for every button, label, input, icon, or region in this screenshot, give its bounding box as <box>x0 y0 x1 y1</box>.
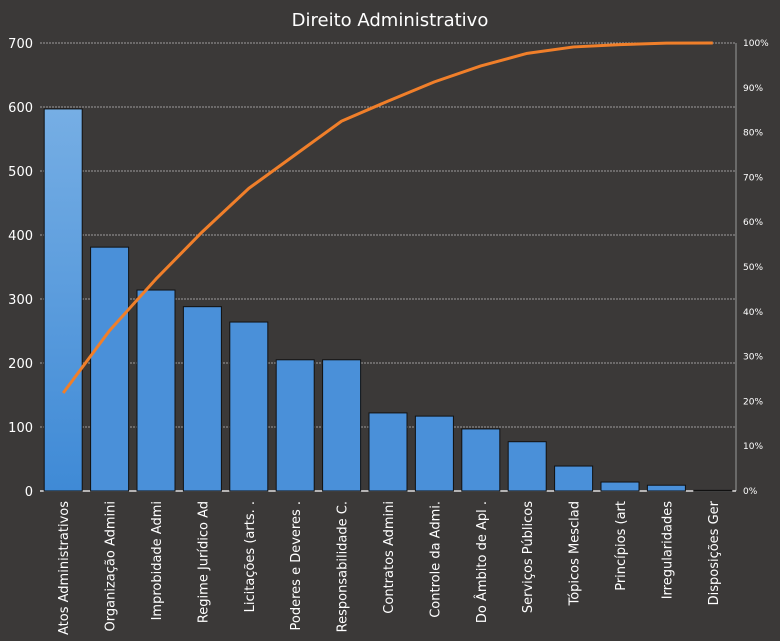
y2-tick-label: 0% <box>743 487 758 497</box>
bar <box>182 306 222 492</box>
bar <box>136 289 176 492</box>
bar <box>43 108 83 492</box>
y2-tick-label: 10% <box>743 442 763 452</box>
cumulative-line <box>61 41 713 394</box>
bar <box>646 484 686 492</box>
y-tick-label: 100 <box>8 421 33 436</box>
y2-tick-label: 40% <box>743 308 763 318</box>
y-tick-label: 200 <box>8 357 33 372</box>
y-tick-label: 300 <box>8 293 33 308</box>
x-tick-label: Irregularidades <box>660 501 675 600</box>
y-tick-label: 600 <box>8 101 33 116</box>
x-tick-label: Atos Administrativos <box>57 501 72 635</box>
x-tick-label: Licitações (arts. . <box>243 501 258 612</box>
x-tick-label: Contratos Admini <box>382 501 397 614</box>
bar <box>693 489 733 492</box>
bar <box>229 321 269 492</box>
y-tick-label: 500 <box>8 165 33 180</box>
y2-tick-label: 90% <box>743 84 763 94</box>
x-tick-label: Regime Jurídico Ad <box>196 501 211 623</box>
x-tick-label: Responsabilidade C. <box>336 501 351 632</box>
bar <box>554 465 594 492</box>
bar <box>414 415 454 492</box>
bar <box>322 359 362 492</box>
y2-tick-label: 20% <box>743 397 763 407</box>
bar <box>600 481 640 492</box>
x-tick-label: Organização Admini <box>104 501 119 631</box>
y2-tick-label: 100% <box>743 39 769 49</box>
y2-tick-label: 80% <box>743 129 763 139</box>
x-tick-label: Do Âmbito de Apl . <box>474 501 490 623</box>
x-tick-label: Tópicos Mesclad <box>568 501 583 607</box>
x-tick-label: Poderes e Deveres . <box>289 501 304 630</box>
x-tick-label: Serviços Públicos <box>521 501 536 613</box>
x-tick-label: Disposições Ger <box>707 500 722 605</box>
x-tick-label: Improbidade Admi <box>150 501 165 620</box>
y-tick-label: 400 <box>8 229 33 244</box>
bar <box>507 441 547 492</box>
y2-tick-label: 70% <box>743 173 763 183</box>
bar <box>275 359 315 492</box>
bar <box>461 428 501 492</box>
bar <box>368 412 408 492</box>
x-tick-label: Controle da Admi. <box>428 501 443 618</box>
y2-tick-label: 30% <box>743 353 763 363</box>
bar <box>90 246 130 492</box>
y2-tick-label: 60% <box>743 218 763 228</box>
y-tick-label: 0 <box>25 485 33 500</box>
y2-tick-label: 50% <box>743 263 763 273</box>
y-tick-label: 700 <box>8 37 33 52</box>
x-tick-label: Princípios (art <box>614 501 629 591</box>
chart-title: Direito Administrativo <box>292 10 489 31</box>
